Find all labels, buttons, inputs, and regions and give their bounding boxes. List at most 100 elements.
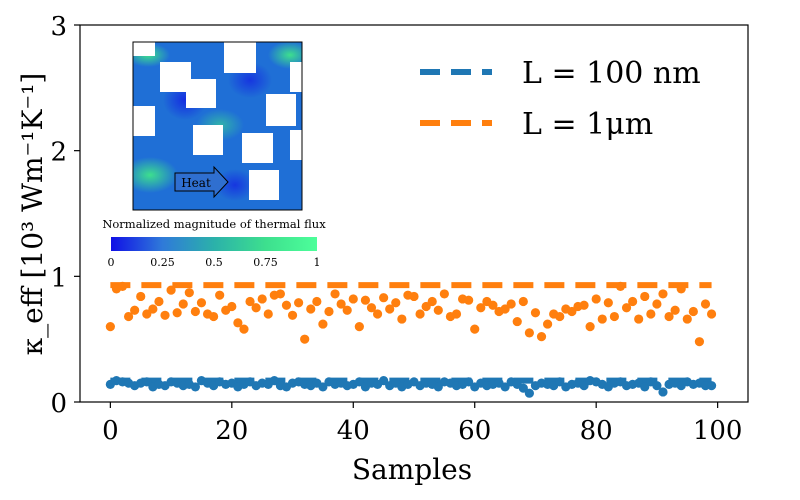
point-s0-65 [500,382,510,392]
point-s1-6 [142,309,152,319]
colorbar-title: Normalized magnitude of thermal flux [102,217,326,231]
point-s1-13 [184,288,194,298]
point-s1-88 [640,291,650,302]
point-s1-78 [579,300,589,310]
point-s1-76 [567,306,577,317]
point-s1-36 [324,306,334,317]
point-s1-72 [543,319,553,329]
point-s1-46 [385,304,395,314]
point-s1-48 [397,314,407,324]
point-s1-81 [597,314,607,324]
point-s1-18 [215,290,225,300]
point-s1-12 [178,299,188,309]
point-s1-45 [379,293,389,303]
pore [193,125,223,155]
point-s1-50 [409,291,419,302]
plot-frame [79,24,749,403]
point-s1-28 [275,289,285,299]
y-axis: 0 1 2 3 [50,12,80,419]
y-axis-label: κ_eff [10³ Wm⁻¹K⁻¹] [16,73,49,356]
point-s1-32 [300,334,310,344]
point-s1-94 [676,284,686,294]
point-s1-86 [628,296,638,307]
point-s1-23 [245,296,255,307]
point-s1-40 [348,294,358,304]
point-s1-59 [464,295,474,305]
point-s1-41 [354,322,364,332]
point-s1-97 [694,337,705,347]
legend-label-s1: L = 1μm [522,107,653,142]
pore [133,106,155,136]
x-tick-label: 0 [102,416,119,446]
colorbar-tick-label: 0.25 [150,256,175,269]
point-s1-37 [330,289,340,299]
point-s1-89 [646,309,656,319]
point-s1-60 [470,324,480,334]
point-s0-54 [433,382,443,392]
pore [290,62,302,92]
pore [186,79,216,108]
point-s0-68 [518,383,528,393]
point-s1-10 [166,285,176,295]
point-s1-26 [263,309,273,319]
point-s1-30 [287,310,298,320]
legend-label-s0: L = 100 nm [522,56,701,91]
x-tick-label: 40 [337,416,370,446]
point-s1-15 [196,298,207,308]
point-s1-14 [190,306,200,317]
point-s0-14 [190,382,200,392]
point-s1-3 [123,311,134,322]
x-tick-label: 60 [458,416,491,446]
point-s1-55 [439,289,449,299]
point-s1-98 [700,299,711,309]
point-s0-27 [269,376,279,386]
point-s1-20 [227,301,237,312]
point-s0-99 [706,381,717,391]
point-s1-65 [500,304,510,314]
point-s1-66 [506,299,516,309]
point-s1-92 [664,311,674,322]
x-tick-label: 100 [693,416,743,446]
legend: L = 100 nm L = 1μm [420,56,701,142]
point-s1-53 [427,296,437,307]
point-s1-84 [615,281,626,291]
point-s1-74 [555,311,565,322]
point-s1-95 [682,314,692,324]
point-s1-43 [366,303,377,313]
point-s1-0 [105,322,115,332]
point-s0-41 [354,377,364,387]
point-s0-91 [658,387,668,397]
colorbar-tick-label: 0.5 [205,256,223,269]
point-s1-85 [621,303,632,313]
point-s1-68 [518,296,528,307]
point-s0-35 [318,382,328,392]
point-s1-11 [172,308,182,318]
colorbar-ticks: 0 0.25 0.5 0.75 1 [108,256,321,269]
colorbar [111,237,317,251]
heat-arrow-label: Heat [181,176,211,190]
pore [160,62,191,92]
x-tick-label: 20 [215,416,248,446]
point-s0-69 [524,388,534,398]
point-s1-79 [585,322,595,332]
point-s1-70 [530,308,541,318]
pore [133,42,155,56]
point-s1-42 [360,295,371,305]
point-s1-17 [209,311,219,322]
y-tick-label: 2 [50,138,67,168]
point-s1-22 [239,324,249,334]
point-s1-7 [148,304,158,314]
data-points [105,281,717,398]
point-s1-5 [136,291,146,302]
colorbar-tick-label: 0.75 [253,256,278,269]
point-s1-21 [233,318,243,328]
point-s1-96 [688,306,698,317]
point-s1-29 [281,300,292,310]
point-s1-54 [433,305,443,315]
pore [266,94,296,126]
point-s1-93 [670,305,680,315]
point-s1-47 [391,298,401,308]
point-s1-67 [512,316,522,327]
heat-arrow: Heat [174,165,229,199]
